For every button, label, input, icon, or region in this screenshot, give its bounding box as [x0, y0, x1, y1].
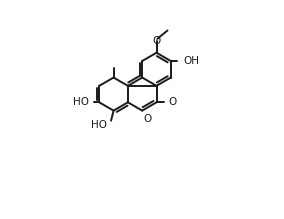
Text: O: O [143, 114, 151, 124]
Text: HO: HO [91, 120, 107, 130]
Text: O: O [153, 36, 161, 46]
Text: O: O [168, 97, 177, 107]
Text: OH: OH [183, 56, 199, 66]
Text: HO: HO [73, 97, 89, 107]
